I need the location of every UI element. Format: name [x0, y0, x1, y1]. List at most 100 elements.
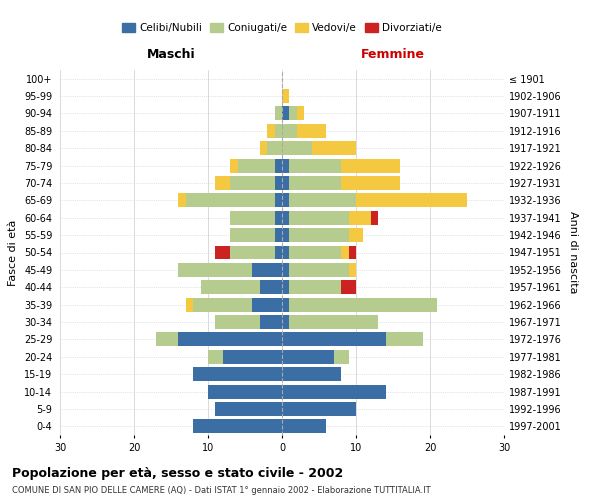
Bar — [282, 211, 378, 224]
Bar — [282, 350, 334, 364]
Bar — [282, 106, 297, 120]
Bar — [267, 124, 282, 138]
Bar — [282, 142, 356, 155]
Bar — [260, 315, 282, 329]
Bar — [260, 280, 282, 294]
Bar — [230, 158, 282, 172]
Bar — [282, 263, 356, 277]
Bar — [282, 402, 356, 416]
Bar — [282, 124, 297, 138]
Bar — [178, 194, 282, 207]
Bar — [215, 402, 282, 416]
Bar — [275, 106, 282, 120]
Bar — [193, 420, 282, 434]
Bar — [282, 420, 326, 434]
Bar — [282, 350, 349, 364]
Bar — [156, 332, 282, 346]
Bar — [282, 246, 341, 260]
Bar — [208, 350, 282, 364]
Bar — [282, 367, 341, 381]
Bar — [282, 89, 289, 103]
Bar — [282, 367, 341, 381]
Bar — [275, 106, 282, 120]
Bar — [156, 332, 282, 346]
Bar — [223, 350, 282, 364]
Bar — [215, 176, 282, 190]
Bar — [282, 350, 349, 364]
Bar — [282, 384, 386, 398]
Bar — [282, 280, 341, 294]
Bar — [208, 384, 282, 398]
Bar — [282, 124, 326, 138]
Bar — [193, 367, 282, 381]
Bar — [178, 194, 282, 207]
Bar — [178, 263, 282, 277]
Bar — [230, 211, 282, 224]
Bar — [282, 228, 349, 242]
Bar — [208, 350, 282, 364]
Bar — [282, 420, 326, 434]
Bar — [282, 280, 341, 294]
Bar — [282, 315, 378, 329]
Bar — [200, 280, 282, 294]
Bar — [282, 106, 304, 120]
Bar — [282, 211, 289, 224]
Bar — [282, 402, 356, 416]
Bar — [282, 384, 386, 398]
Bar — [282, 106, 304, 120]
Bar — [230, 211, 282, 224]
Bar — [282, 315, 289, 329]
Bar — [215, 246, 282, 260]
Y-axis label: Fasce di età: Fasce di età — [8, 220, 19, 286]
Bar — [282, 280, 356, 294]
Bar — [282, 176, 400, 190]
Bar — [193, 298, 282, 312]
Bar — [178, 263, 282, 277]
Bar — [282, 246, 349, 260]
Bar — [186, 194, 282, 207]
Bar — [275, 246, 282, 260]
Bar — [275, 158, 282, 172]
Bar — [193, 420, 282, 434]
Bar — [282, 142, 356, 155]
Bar — [282, 176, 400, 190]
Bar — [215, 402, 282, 416]
Bar — [178, 263, 282, 277]
Bar — [282, 420, 326, 434]
Bar — [282, 332, 422, 346]
Bar — [282, 350, 349, 364]
Bar — [282, 228, 289, 242]
Bar — [253, 298, 282, 312]
Bar — [282, 298, 437, 312]
Bar — [282, 367, 341, 381]
Bar — [267, 142, 282, 155]
Bar — [193, 367, 282, 381]
Bar — [282, 211, 349, 224]
Bar — [253, 263, 282, 277]
Text: Maschi: Maschi — [146, 48, 196, 62]
Bar — [282, 332, 422, 346]
Bar — [282, 263, 349, 277]
Bar — [282, 367, 341, 381]
Bar — [282, 211, 371, 224]
Bar — [200, 280, 282, 294]
Bar — [215, 176, 282, 190]
Bar — [215, 315, 282, 329]
Bar — [156, 332, 282, 346]
Bar — [178, 332, 282, 346]
Legend: Celibi/Nubili, Coniugati/e, Vedovi/e, Divorziati/e: Celibi/Nubili, Coniugati/e, Vedovi/e, Di… — [121, 20, 443, 35]
Bar — [230, 211, 282, 224]
Bar — [230, 228, 282, 242]
Bar — [282, 142, 311, 155]
Bar — [260, 142, 282, 155]
Bar — [193, 367, 282, 381]
Text: COMUNE DI SAN PIO DELLE CAMERE (AQ) - Dati ISTAT 1° gennaio 2002 - Elaborazione : COMUNE DI SAN PIO DELLE CAMERE (AQ) - Da… — [12, 486, 431, 495]
Bar — [282, 158, 341, 172]
Bar — [282, 176, 341, 190]
Bar — [275, 176, 282, 190]
Bar — [282, 176, 289, 190]
Bar — [282, 420, 326, 434]
Bar — [267, 124, 282, 138]
Bar — [275, 194, 282, 207]
Bar — [193, 420, 282, 434]
